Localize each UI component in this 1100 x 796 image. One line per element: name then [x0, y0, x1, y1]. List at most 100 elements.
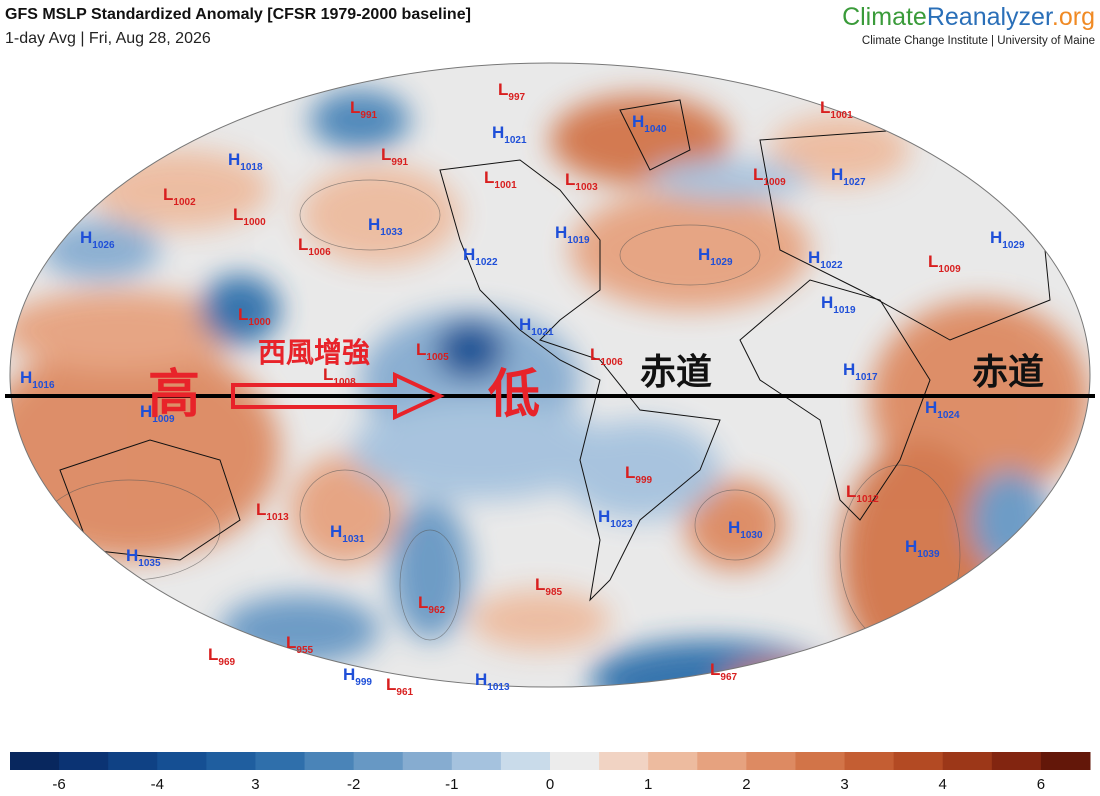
pressure-center: H1016 — [20, 368, 55, 391]
pressure-center: H999 — [343, 665, 372, 688]
pressure-type: H — [555, 223, 567, 242]
pressure-value: 1022 — [475, 257, 498, 268]
pressure-value: 1009 — [152, 414, 175, 425]
colorbar-swatch — [1040, 752, 1091, 770]
pressure-center: H1027 — [831, 165, 866, 188]
colorbar: -6 -4 3 -2 -1 0 1 2 3 4 6 — [10, 752, 1091, 793]
pressure-type: H — [492, 123, 504, 142]
pressure-type: H — [368, 215, 380, 234]
pressure-value: 1000 — [243, 217, 266, 228]
pressure-value: 1035 — [138, 558, 161, 569]
pressure-type: L — [753, 165, 763, 184]
pressure-value: 1030 — [740, 530, 763, 541]
pressure-type: L — [323, 365, 333, 384]
colorbar-swatch — [10, 752, 60, 770]
pressure-value: 1022 — [820, 260, 843, 271]
colorbar-swatch — [500, 752, 551, 770]
pressure-type: H — [20, 368, 32, 387]
westerly-label: 西風增強 — [258, 337, 370, 368]
pressure-type: L — [238, 305, 248, 324]
colorbar-tick-label: 1 — [644, 776, 652, 793]
pressure-center: L1000 — [238, 305, 271, 328]
pressure-type: L — [298, 235, 308, 254]
pressure-center: L1006 — [590, 345, 623, 368]
pressure-center: H1021 — [519, 315, 554, 338]
pressure-center: L967 — [710, 660, 738, 683]
colorbar-swatch — [599, 752, 649, 770]
equator-label: 赤道 — [972, 351, 1044, 392]
pressure-center: H1022 — [463, 245, 498, 268]
pressure-center: L1013 — [256, 500, 289, 523]
pressure-value: 991 — [391, 157, 408, 168]
map-shading — [10, 63, 1090, 687]
pressure-value: 991 — [360, 110, 377, 121]
pressure-value: 1033 — [380, 227, 403, 238]
colorbar-swatch — [648, 752, 698, 770]
pressure-value: 1023 — [610, 519, 633, 530]
pressure-center: H1029 — [698, 245, 733, 268]
pressure-type: H — [126, 546, 138, 565]
pressure-center: H1030 — [728, 518, 763, 541]
pressure-value: 1018 — [240, 162, 263, 173]
colorbar-tick-label: -2 — [347, 776, 360, 793]
pressure-value: 1031 — [342, 534, 365, 545]
pressure-type: L — [350, 98, 360, 117]
pressure-type: H — [632, 112, 644, 131]
pressure-center: H1013 — [475, 670, 510, 693]
pressure-type: H — [598, 507, 610, 526]
colorbar-swatch — [844, 752, 895, 770]
pressure-type: L — [535, 575, 545, 594]
pressure-value: 999 — [635, 475, 652, 486]
pressure-type: H — [905, 537, 917, 556]
colorbar-tick-label: 0 — [546, 776, 554, 793]
colorbar-swatch — [550, 752, 600, 770]
pressure-center: H1023 — [598, 507, 633, 530]
pressure-type: H — [475, 670, 487, 689]
pressure-value: 1006 — [308, 247, 331, 258]
pressure-value: 1008 — [333, 377, 356, 388]
colorbar-swatch — [255, 752, 306, 770]
pressure-value: 955 — [296, 645, 313, 656]
logo-part: Climate — [842, 3, 927, 31]
pressure-type: L — [710, 660, 720, 679]
pressure-center: L1009 — [928, 252, 961, 275]
pressure-value: 1021 — [504, 135, 527, 146]
colorbar-swatch — [206, 752, 256, 770]
pressure-center: H1026 — [80, 228, 115, 251]
pressure-value: 1039 — [917, 549, 940, 560]
pressure-center: L962 — [418, 593, 446, 616]
pressure-value: 1017 — [855, 372, 878, 383]
pressure-center: L955 — [286, 633, 314, 656]
pressure-value: 1019 — [833, 305, 856, 316]
pressure-value: 1026 — [92, 240, 115, 251]
pressure-type: L — [233, 205, 243, 224]
pressure-center: L1003 — [565, 170, 598, 193]
pressure-center: H1039 — [905, 537, 940, 560]
pressure-type: H — [821, 293, 833, 312]
pressure-center: L999 — [625, 463, 653, 486]
pressure-center: L1009 — [753, 165, 786, 188]
pressure-center: H1029 — [990, 228, 1025, 251]
pressure-type: H — [728, 518, 740, 537]
colorbar-tick-label: 3 — [840, 776, 848, 793]
colorbar-swatch — [697, 752, 747, 770]
pressure-center: L969 — [208, 645, 236, 668]
colorbar-tick-label: -4 — [151, 776, 164, 793]
pressure-center: L997 — [498, 80, 526, 103]
pressure-center: L1006 — [298, 235, 331, 258]
pressure-value: 1006 — [600, 357, 623, 368]
colorbar-tick-label: -6 — [52, 776, 65, 793]
pressure-value: 1009 — [938, 264, 961, 275]
pressure-value: 997 — [508, 92, 525, 103]
pressure-value: 1029 — [1002, 240, 1025, 251]
pressure-type: L — [381, 145, 391, 164]
pressure-value: 999 — [355, 677, 372, 688]
colorbar-swatch — [746, 752, 796, 770]
pressure-value: 1024 — [937, 410, 960, 421]
pressure-value: 1013 — [487, 682, 510, 693]
high-label: 高 — [148, 366, 200, 424]
pressure-type: L — [163, 185, 173, 204]
pressure-type: L — [484, 168, 494, 187]
